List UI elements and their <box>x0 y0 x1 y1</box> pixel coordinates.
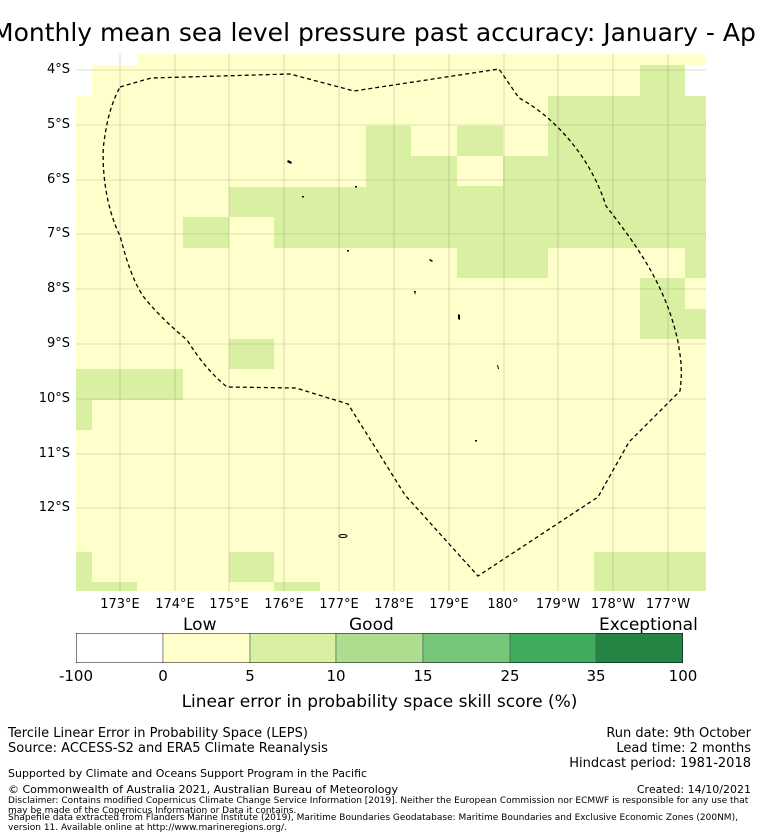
lon-label: 177°E <box>319 597 359 612</box>
product-name: Tercile Linear Error in Probability Spac… <box>8 726 308 741</box>
skill-cells <box>76 54 706 591</box>
colorbar-segment <box>509 633 597 663</box>
colorbar-label: Linear error in probability space skill … <box>181 692 578 712</box>
support-note: Supported by Climate and Oceans Support … <box>8 767 368 780</box>
lat-label: 4°S <box>46 62 70 77</box>
colorbar-tick: 10 <box>326 667 346 685</box>
run-date: Run date: 9th October <box>606 726 751 741</box>
lat-label: 5°S <box>46 117 70 132</box>
lat-label: 7°S <box>46 226 70 241</box>
lon-label: 174°E <box>155 597 195 612</box>
colorbar-tick: 35 <box>586 667 606 685</box>
colorbar-tick: 25 <box>500 667 520 685</box>
created-date: Created: 14/10/2021 <box>636 783 751 796</box>
lon-label: 178°W <box>590 597 636 612</box>
lon-label: 179°W <box>535 597 581 612</box>
lat-label: 6°S <box>46 172 70 187</box>
shapefile-note: Shapefile data extracted from Flanders M… <box>8 813 738 833</box>
colorbar-segment <box>335 633 424 663</box>
colorbar-tick: -100 <box>58 667 94 685</box>
lon-label: 178°E <box>374 597 414 612</box>
map-title: Monthly mean sea level pressure past acc… <box>0 18 758 47</box>
category-good: Good <box>349 615 394 635</box>
data-source: Source: ACCESS-S2 and ERA5 Climate Reana… <box>8 741 328 756</box>
category-exceptional: Exceptional <box>599 615 698 635</box>
lon-label: 180° <box>487 597 519 612</box>
colorbar-tick: 0 <box>158 667 168 685</box>
colorbar-tick: 100 <box>668 667 698 685</box>
lon-label: 179°E <box>429 597 469 612</box>
colorbar-segment <box>249 633 337 663</box>
islands <box>287 160 499 538</box>
colorbar <box>76 633 683 663</box>
lat-label: 12°S <box>38 500 70 515</box>
lat-label: 10°S <box>38 391 70 406</box>
lat-label: 9°S <box>46 336 70 351</box>
skill-map <box>76 54 706 591</box>
colorbar-tick: 15 <box>413 667 433 685</box>
lat-label: 8°S <box>46 281 70 296</box>
lon-label: 177°W <box>645 597 691 612</box>
lon-label: 173°E <box>100 597 140 612</box>
colorbar-segment <box>422 633 511 663</box>
copyright: © Commonwealth of Australia 2021, Austra… <box>8 783 398 796</box>
gridlines <box>76 54 706 591</box>
colorbar-segment <box>595 633 683 663</box>
lon-label: 175°E <box>209 597 249 612</box>
colorbar-segment <box>162 633 251 663</box>
eez-boundary <box>102 68 682 577</box>
colorbar-segment <box>76 633 164 663</box>
lon-label: 176°E <box>264 597 304 612</box>
colorbar-tick: 5 <box>245 667 255 685</box>
disclaimer: Disclaimer: Contains modified Copernicus… <box>8 796 749 816</box>
lead-time: Lead time: 2 months <box>616 741 751 756</box>
category-low: Low <box>183 615 217 635</box>
lat-label: 11°S <box>38 446 70 461</box>
hindcast-period: Hindcast period: 1981-2018 <box>569 756 751 771</box>
